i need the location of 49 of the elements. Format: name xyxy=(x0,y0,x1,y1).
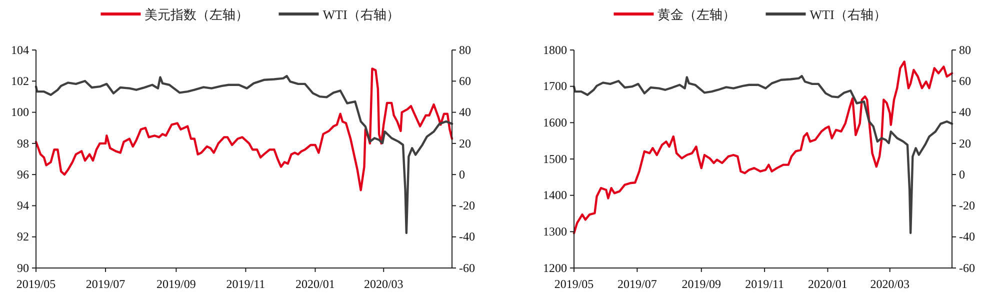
y2-tick-label: -20 xyxy=(459,198,475,213)
y-tick-label: 1600 xyxy=(543,116,567,130)
legend-label: WTI（右轴） xyxy=(810,7,886,22)
y2-tick-label: 40 xyxy=(459,105,471,120)
y-tick-label: 98 xyxy=(17,136,29,150)
y2-tick-label: -60 xyxy=(459,260,475,275)
y-tick-label: 92 xyxy=(17,230,29,244)
x-tick-label: 2019/09 xyxy=(682,277,722,292)
x-tick-label: 2019/07 xyxy=(86,277,126,292)
y2-tick-label: 60 xyxy=(459,74,471,88)
y2-tick-label: 40 xyxy=(959,105,971,120)
y-tick-label: 1500 xyxy=(543,152,567,166)
y2-tick-label: -40 xyxy=(459,230,475,244)
x-tick-label: 2020/01 xyxy=(808,277,848,292)
y2-tick-label: -40 xyxy=(959,230,975,244)
x-tick-label: 2020/01 xyxy=(296,277,335,292)
y-tick-label: 1200 xyxy=(543,260,567,275)
x-tick-label: 2019/11 xyxy=(226,277,266,292)
y-tick-label: 1700 xyxy=(543,79,567,94)
legend-label: 黄金（左轴） xyxy=(658,7,736,22)
y-tick-label: 1300 xyxy=(543,224,567,239)
legend-label: WTI（右轴） xyxy=(322,7,400,22)
line-series xyxy=(34,74,454,234)
y-tick-label: 1400 xyxy=(543,188,567,202)
y-tick-label: 94 xyxy=(17,198,29,213)
y2-tick-label: 80 xyxy=(959,42,971,57)
y-tick-label: 1800 xyxy=(543,42,567,57)
y2-tick-label: 20 xyxy=(959,136,971,150)
y2-tick-label: 0 xyxy=(959,167,965,182)
y2-tick-label: 0 xyxy=(459,167,465,182)
y2-tick-label: -20 xyxy=(959,198,975,213)
x-tick-label: 2020/03 xyxy=(870,277,910,292)
y2-tick-label: 20 xyxy=(459,136,471,150)
y2-tick-label: -60 xyxy=(959,260,975,275)
x-tick-label: 2019/07 xyxy=(618,277,657,292)
y2-tick-label: 80 xyxy=(459,42,471,57)
x-tick-label: 2020/03 xyxy=(364,277,404,292)
x-tick-label: 2019/09 xyxy=(156,277,196,292)
line-series xyxy=(34,68,454,192)
y-tick-label: 100 xyxy=(11,105,29,120)
y-tick-label: 90 xyxy=(17,260,29,275)
y-tick-label: 102 xyxy=(11,74,29,88)
x-tick-label: 2019/11 xyxy=(745,277,784,292)
y-tick-label: 96 xyxy=(17,167,29,182)
legend-label: 美元指数（左轴） xyxy=(144,7,249,22)
y2-tick-label: 60 xyxy=(959,74,971,88)
y-tick-label: 104 xyxy=(11,42,29,57)
x-tick-label: 2019/05 xyxy=(16,277,56,292)
x-tick-label: 2019/05 xyxy=(554,277,594,292)
